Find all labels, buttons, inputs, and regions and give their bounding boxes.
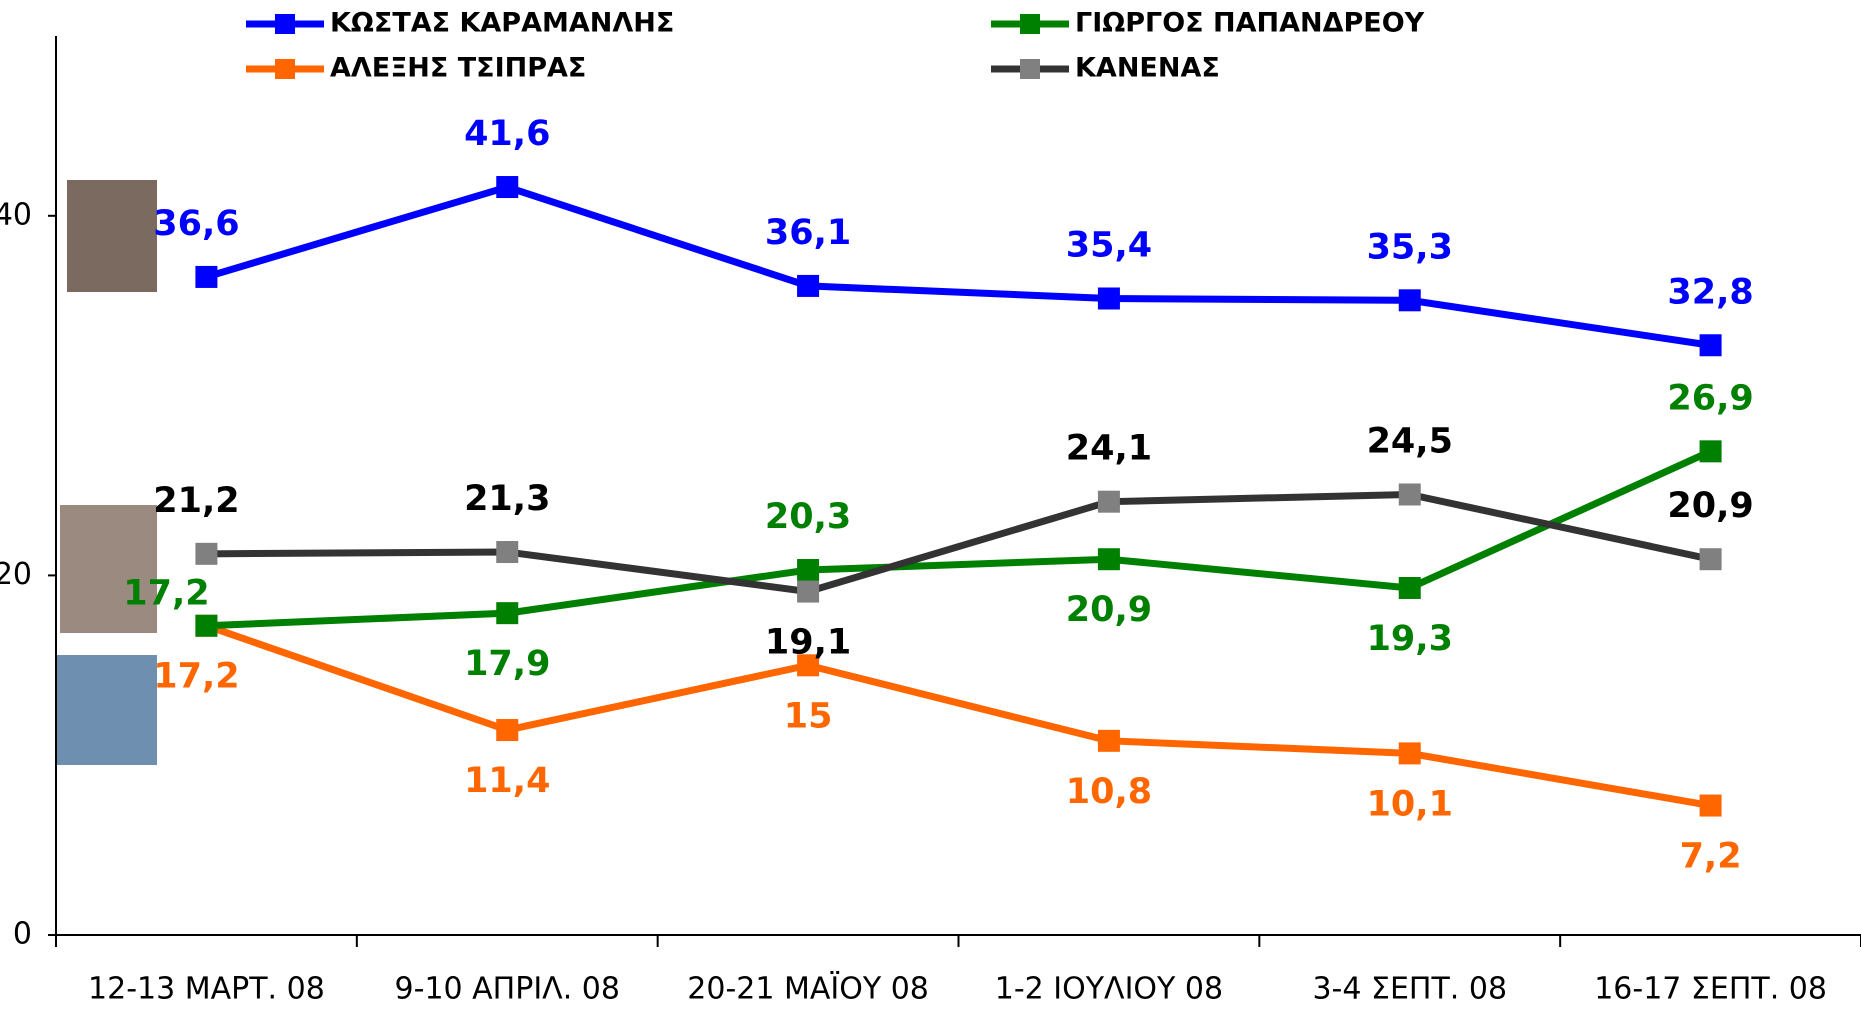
series-line xyxy=(206,448,1713,630)
y-tick-label: 0 xyxy=(13,917,32,952)
series-line xyxy=(206,490,1712,596)
x-tick-label: 20-21 ΜΑΪΟΥ 08 xyxy=(687,971,929,1007)
y-tick-label: 40 xyxy=(0,197,32,232)
data-label: 19,1 xyxy=(765,623,851,663)
marker xyxy=(195,542,218,565)
marker xyxy=(1699,440,1722,463)
data-label: 41,6 xyxy=(464,114,550,154)
marker xyxy=(797,580,820,603)
data-label: 17,9 xyxy=(464,644,550,684)
data-label: 19,3 xyxy=(1367,619,1453,659)
data-label: 36,6 xyxy=(153,204,239,244)
marker xyxy=(195,265,218,288)
x-tick-label: 1-2 ΙΟΥΛΙΟΥ 08 xyxy=(995,972,1223,1007)
series-line xyxy=(205,622,1712,809)
photo xyxy=(56,655,157,765)
y-tick-label: 20 xyxy=(0,557,32,592)
marker xyxy=(496,176,519,199)
legend-label: ΓΙΩΡΓΟΣ ΠΑΠΑΝΔΡΕΟΥ xyxy=(1075,8,1425,39)
data-label: 24,5 xyxy=(1367,421,1453,461)
data-label: 20,9 xyxy=(1667,486,1753,526)
marker xyxy=(195,614,218,637)
photo xyxy=(67,180,157,292)
data-label: 11,4 xyxy=(464,761,550,801)
data-label: 35,3 xyxy=(1367,227,1453,267)
marker xyxy=(496,719,519,742)
legend-label: ΚΑΝΕΝΑΣ xyxy=(1075,53,1220,84)
data-label: 17,2 xyxy=(123,574,209,614)
data-label: 15 xyxy=(784,696,833,736)
data-label: 20,9 xyxy=(1066,590,1152,630)
photo xyxy=(60,505,157,633)
legend-label: ΑΛΕΞΗΣ ΤΣΙΠΡΑΣ xyxy=(330,53,586,84)
legend-label: ΚΩΣΤΑΣ ΚΑΡΑΜΑΝΛΗΣ xyxy=(330,8,674,39)
marker xyxy=(1097,548,1120,571)
marker xyxy=(496,541,519,564)
legend-marker xyxy=(275,59,295,79)
data-label: 32,8 xyxy=(1667,272,1753,312)
data-label: 26,9 xyxy=(1667,378,1753,418)
x-tick-label: 16-17 ΣΕΠΤ. 08 xyxy=(1594,972,1827,1007)
data-label: 21,2 xyxy=(153,481,239,521)
data-label: 17,2 xyxy=(153,657,239,697)
data-label: 24,1 xyxy=(1066,429,1152,469)
marker xyxy=(1097,729,1120,752)
marker xyxy=(1398,289,1421,312)
x-tick-label: 9-10 ΑΠΡΙΛ. 08 xyxy=(395,972,620,1007)
marker xyxy=(797,654,820,677)
marker xyxy=(1699,548,1722,571)
marker xyxy=(1097,287,1120,310)
marker xyxy=(1398,742,1421,765)
legend-marker xyxy=(275,14,295,34)
series-line xyxy=(205,183,1712,349)
data-label: 36,1 xyxy=(765,213,851,253)
x-tick-label: 3-4 ΣΕΠΤ. 08 xyxy=(1312,972,1507,1007)
data-label: 7,2 xyxy=(1680,837,1742,877)
x-tick-label: 12-13 ΜΑΡΤ. 08 xyxy=(88,972,325,1007)
marker xyxy=(797,559,820,582)
marker xyxy=(496,602,519,625)
marker xyxy=(1398,576,1421,599)
marker xyxy=(1699,334,1722,357)
marker xyxy=(1398,483,1421,506)
marker xyxy=(1699,794,1722,817)
data-label: 20,3 xyxy=(765,497,851,537)
legend-marker xyxy=(1020,14,1040,34)
data-label: 21,3 xyxy=(464,479,550,519)
data-label: 10,1 xyxy=(1367,784,1453,824)
marker xyxy=(1097,490,1120,513)
data-label: 35,4 xyxy=(1066,226,1152,266)
legend-marker xyxy=(1020,59,1040,79)
data-label: 10,8 xyxy=(1066,772,1152,812)
marker xyxy=(797,274,820,297)
